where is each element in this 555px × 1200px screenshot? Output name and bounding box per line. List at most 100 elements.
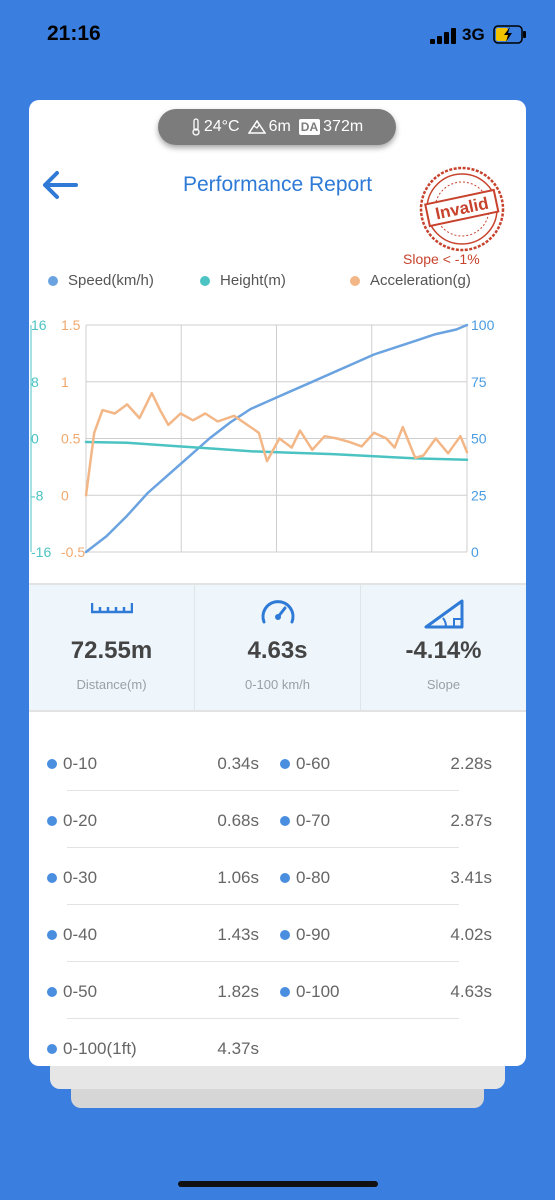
split-label: 0-60 xyxy=(296,754,331,773)
height-axis-tick: -8 xyxy=(31,487,44,503)
density-altitude-value: 372m xyxy=(323,118,364,135)
split-item: 0-70 2.87s xyxy=(280,811,492,833)
split-dot xyxy=(47,759,57,769)
split-dot xyxy=(280,816,290,826)
split-item: 0-80 3.41s xyxy=(280,868,492,890)
split-time: 0.34s xyxy=(217,754,259,773)
temperature-item: 24°C xyxy=(191,118,240,136)
metrics-panel: 72.55m Distance(m) 4.63s 0-100 km/h -4.1… xyxy=(29,585,526,710)
altitude-value: 6m xyxy=(268,118,291,135)
legend-height-label: Height(m) xyxy=(220,272,286,289)
altitude-item: 6m xyxy=(247,118,291,136)
splits-table: 0-10 0.34s 0-60 2.28s 0-20 0.68s 0-70 2.… xyxy=(29,740,526,1082)
ruler-icon xyxy=(90,603,133,614)
speed-axis-tick: 50 xyxy=(471,431,487,447)
split-label: 0-100(1ft) xyxy=(63,1039,137,1058)
split-dot xyxy=(47,930,57,940)
speed-axis-tick: 75 xyxy=(471,374,487,390)
split-label: 0-90 xyxy=(296,925,331,944)
density-altitude-badge: DA xyxy=(298,119,321,135)
page-title: Performance Report xyxy=(182,173,373,196)
distance-value: 72.55m xyxy=(70,637,153,664)
split-item: 0-60 2.28s xyxy=(280,754,492,776)
split-dot xyxy=(47,873,57,883)
split-time: 3.41s xyxy=(450,868,492,887)
split-label: 0-10 xyxy=(63,754,98,773)
height-axis-tick: 16 xyxy=(31,317,47,333)
distance-label: Distance(m) xyxy=(76,677,147,692)
split-dot xyxy=(47,987,57,997)
split-label: 0-40 xyxy=(63,925,98,944)
speed-line xyxy=(84,323,469,554)
legend-speed: Speed(km/h) xyxy=(48,272,154,289)
row-divider xyxy=(67,961,459,962)
split-item: 0-10 0.34s xyxy=(47,754,259,776)
split-label: 0-70 xyxy=(296,811,331,830)
split-time: 4.37s xyxy=(217,1039,259,1058)
split-dot xyxy=(47,816,57,826)
slope-value: -4.14% xyxy=(405,637,482,664)
mountain-icon xyxy=(247,120,266,134)
metrics-bottom-divider xyxy=(29,710,526,712)
split-time: 1.43s xyxy=(217,925,259,944)
split-time: 4.63s xyxy=(450,982,492,1001)
speed-axis-tick: 0 xyxy=(471,544,479,560)
density-altitude-item: DA 372m xyxy=(298,118,364,136)
height-axis-tick: -16 xyxy=(31,544,51,560)
chart-legend: Speed(km/h) Height(m) Acceleration(g) xyxy=(48,272,518,292)
performance-chart: 16 8 0 -8 -16 1.5 1 0.5 0 -0.5 100 75 50 25 0 xyxy=(30,317,495,560)
legend-acceleration-dot xyxy=(350,275,360,286)
height-axis-tick: 8 xyxy=(31,374,39,390)
acceleration-line xyxy=(84,391,469,497)
metrics-top-divider xyxy=(29,583,526,585)
slope-icon xyxy=(424,599,463,629)
status-bar: 21:16 3G xyxy=(0,0,555,70)
split-time: 4.02s xyxy=(450,925,492,944)
battery-icon xyxy=(493,25,526,44)
split-dot xyxy=(280,873,290,883)
split-label: 0-80 xyxy=(296,868,331,887)
slope-warning: Slope < -1% xyxy=(403,251,480,267)
acceleration-axis-tick: 1 xyxy=(61,374,69,390)
legend-speed-dot xyxy=(48,275,58,286)
signal-icon xyxy=(430,28,458,44)
row-divider xyxy=(67,790,459,791)
split-row: 0-30 1.06s 0-80 3.41s xyxy=(29,854,526,911)
split-label: 0-30 xyxy=(63,868,98,887)
split-row: 0-40 1.43s 0-90 4.02s xyxy=(29,911,526,968)
legend-acceleration-label: Acceleration(g) xyxy=(370,272,471,289)
split-time: 1.82s xyxy=(217,982,259,1001)
invalid-stamp: Invalid xyxy=(419,166,505,252)
row-divider xyxy=(67,904,459,905)
back-arrow-icon[interactable] xyxy=(40,168,80,202)
speed-axis-tick: 100 xyxy=(471,317,495,333)
split-label: 0-50 xyxy=(63,982,98,1001)
split-item: 0-20 0.68s xyxy=(47,811,259,833)
temperature-value: 24°C xyxy=(203,118,240,135)
split-item: 0-30 1.06s xyxy=(47,868,259,890)
height-axis-tick: 0 xyxy=(31,431,39,447)
split-label: 0-20 xyxy=(63,811,98,830)
split-row: 0-50 1.82s 0-100 4.63s xyxy=(29,968,526,1025)
acceleration-axis-tick: 0.5 xyxy=(61,431,81,447)
speedometer-icon xyxy=(261,600,294,624)
split-item: 0-40 1.43s xyxy=(47,925,259,947)
status-time: 21:16 xyxy=(47,22,101,45)
split-time: 2.87s xyxy=(450,811,492,830)
row-divider xyxy=(67,847,459,848)
split-item: 0-100(1ft) 4.37s xyxy=(47,1039,259,1061)
home-indicator[interactable] xyxy=(178,1181,378,1187)
split-dot xyxy=(280,930,290,940)
split-item: 0-100 4.63s xyxy=(280,982,492,1004)
split-dot xyxy=(280,987,290,997)
metric-slope: -4.14% Slope xyxy=(361,585,526,710)
split-item: 0-50 1.82s xyxy=(47,982,259,1004)
split-time: 0.68s xyxy=(217,811,259,830)
speed-axis-tick: 25 xyxy=(471,487,487,503)
legend-acceleration: Acceleration(g) xyxy=(350,272,471,289)
acceleration-axis-tick: 0 xyxy=(61,487,69,503)
split-row: 0-10 0.34s 0-60 2.28s xyxy=(29,740,526,797)
split-dot xyxy=(47,1044,57,1054)
time-value: 4.63s xyxy=(247,637,308,664)
thermometer-icon xyxy=(192,118,200,136)
